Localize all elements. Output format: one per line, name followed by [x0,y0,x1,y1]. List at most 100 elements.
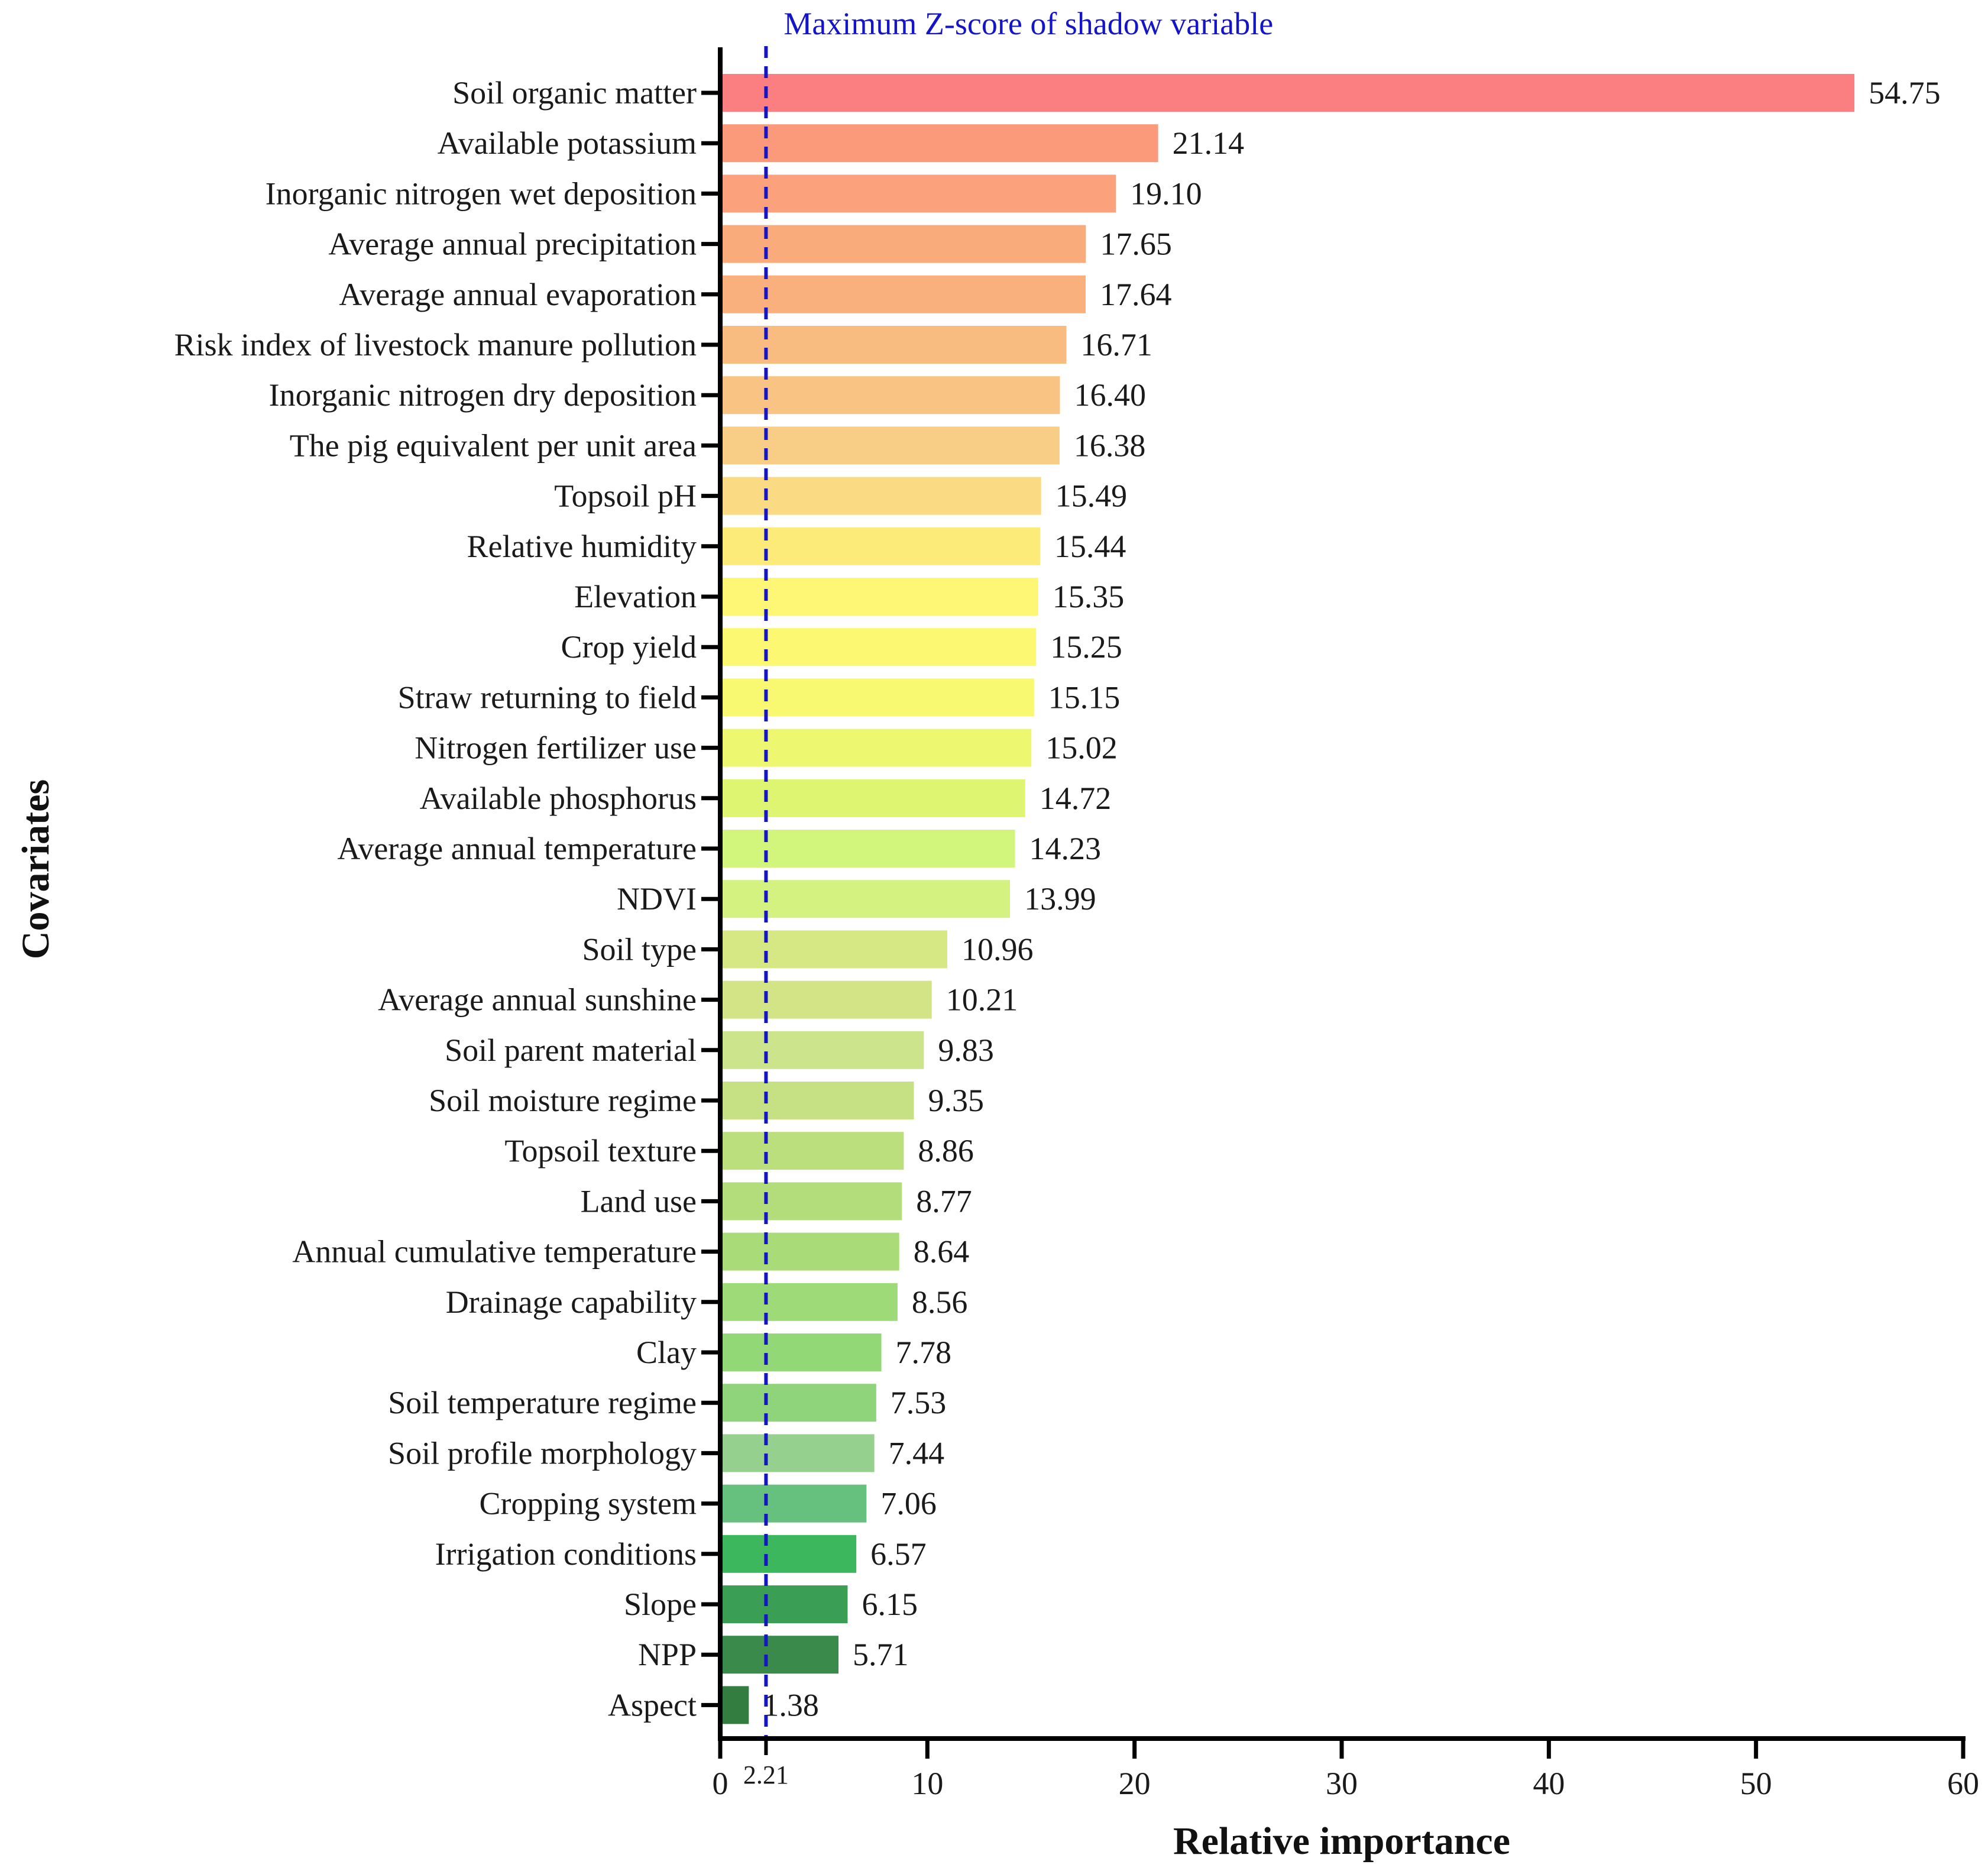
category-label: Clay [636,1335,697,1370]
category-label: Crop yield [561,629,697,665]
bar [720,830,1015,867]
category-label: Risk index of livestock manure pollution [174,327,697,362]
bar-value-label: 9.35 [928,1083,985,1118]
category-label: Available potassium [438,125,697,161]
bar-value-label: 8.56 [912,1284,968,1320]
bar [720,376,1060,415]
bar-value-label: 10.96 [961,931,1034,967]
category-label: Aspect [608,1687,697,1723]
category-label: Irrigation conditions [435,1536,697,1572]
bar-value-label: 13.99 [1024,881,1096,917]
bar [720,426,1060,465]
bar-value-label: 15.25 [1050,629,1122,665]
bar-value-label: 14.23 [1029,831,1102,866]
category-label: Nitrogen fertilizer use [415,730,697,766]
category-label: Relative humidity [467,529,697,564]
category-label: Average annual sunshine [378,982,697,1018]
bar [720,1585,848,1623]
x-tick-label: 0 [713,1766,728,1801]
bar-value-label: 16.40 [1074,377,1147,413]
bar [720,1484,867,1523]
bar [720,1232,899,1271]
bar-value-label: 19.10 [1130,176,1202,211]
category-label: Slope [624,1587,697,1622]
category-label: Straw returning to field [398,679,697,715]
bar [720,174,1116,213]
bar [720,1082,914,1119]
axes-layer [701,47,1966,1759]
reference-line-label: Maximum Z-score of shadow variable [783,6,1273,41]
y-axis-title: Covariates [14,779,57,959]
bar-value-label: 7.44 [889,1435,945,1471]
category-label: NDVI [617,881,697,917]
category-label: The pig equivalent per unit area [290,428,697,463]
bar [720,628,1037,666]
bar [720,275,1086,313]
bar [720,1031,924,1069]
category-label: Inorganic nitrogen wet deposition [266,176,697,211]
bar [720,779,1025,817]
bar-value-label: 17.65 [1100,226,1172,262]
bar [720,1132,904,1170]
bar-value-label: 6.57 [870,1536,927,1572]
category-label: Topsoil texture [504,1133,697,1168]
x-tick-label: 30 [1326,1766,1358,1801]
x-tick-label: 40 [1533,1766,1565,1801]
bar [720,477,1041,515]
bar-value-label: 8.77 [916,1183,972,1219]
bar-value-label: 6.15 [862,1587,918,1622]
bar [720,326,1067,364]
bar-value-label: 14.72 [1040,781,1112,816]
bar [720,678,1034,717]
bar [720,225,1086,263]
bar-value-label: 15.44 [1054,529,1126,564]
bar-value-label: 7.53 [891,1385,947,1420]
category-label: Soil organic matter [452,75,697,111]
bar-value-label: 8.64 [914,1234,970,1270]
labels-layer: 54.75 Soil organic matter 21.14 Available p… [174,75,1979,1801]
x-tick-label: 50 [1740,1766,1772,1801]
bar-value-label: 16.38 [1074,428,1146,463]
bar [720,1384,876,1422]
category-label: Soil temperature regime [388,1385,697,1420]
x-tick-label: 60 [1947,1766,1979,1801]
category-label: Cropping system [479,1486,697,1522]
bar [720,729,1032,767]
category-label: Elevation [574,579,697,614]
category-label: Average annual evaporation [339,277,697,312]
bar-value-label: 21.14 [1173,125,1244,161]
bar-value-label: 5.71 [853,1637,909,1672]
category-label: NPP [638,1637,697,1672]
bar-value-label: 15.15 [1048,679,1121,715]
x-axis-title: Relative importance [1173,1820,1510,1863]
bar-value-label: 15.35 [1053,579,1125,614]
category-label: Average annual temperature [337,831,697,866]
bar [720,880,1011,918]
category-label: Available phosphorus [420,781,697,816]
reference-tick-label: 2.21 [743,1760,789,1789]
x-tick-label: 20 [1119,1766,1151,1801]
x-tick-label: 10 [911,1766,943,1801]
bar [720,930,947,969]
bar [720,980,932,1019]
bar [720,1283,898,1321]
bars-layer [720,74,1855,1724]
category-label: Annual cumulative temperature [292,1234,697,1270]
bar [720,1182,902,1221]
bar [720,527,1040,565]
category-label: Inorganic nitrogen dry deposition [269,377,697,413]
bar-value-label: 16.71 [1080,327,1152,362]
bar-value-label: 15.49 [1055,478,1128,514]
bar-value-label: 7.78 [896,1335,952,1370]
bar-value-label: 7.06 [880,1486,937,1522]
bar [720,124,1158,163]
category-label: Land use [581,1183,697,1219]
bar-value-label: 9.83 [938,1032,994,1068]
category-label: Soil profile morphology [388,1435,697,1471]
category-label: Soil moisture regime [429,1083,697,1118]
category-label: Soil parent material [445,1032,697,1068]
bar [720,1636,839,1674]
category-label: Topsoil pH [554,478,697,514]
bar [720,74,1855,112]
